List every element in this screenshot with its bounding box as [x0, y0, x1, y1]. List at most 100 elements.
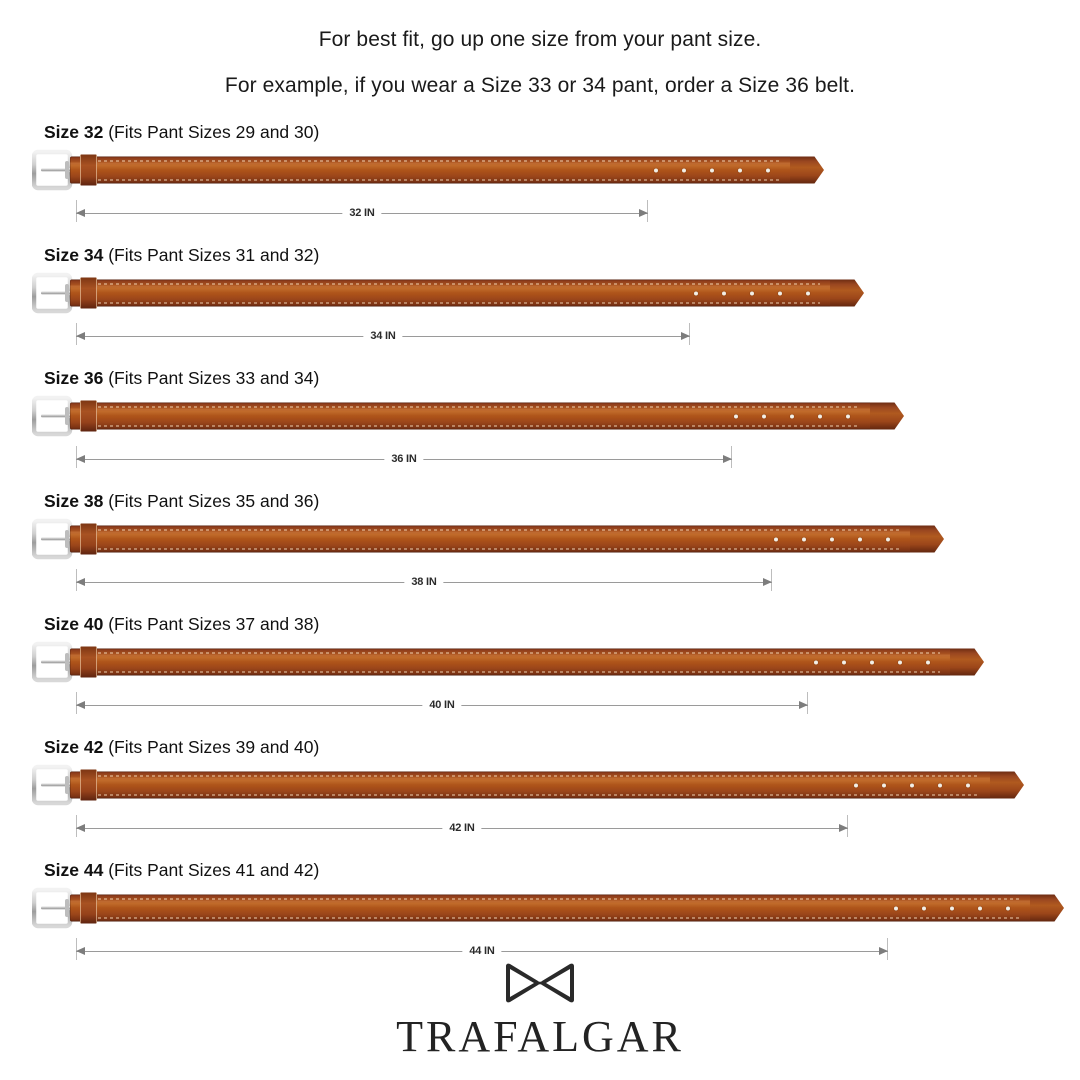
belt-tip-shape — [910, 525, 944, 553]
belt-strap — [70, 279, 834, 307]
belt-hole — [722, 291, 726, 295]
belt-tip — [910, 525, 944, 553]
dimension-arrowhead-left — [76, 824, 85, 832]
header-line-1: For best fit, go up one size from your p… — [318, 28, 762, 51]
belt-tip-shape — [950, 648, 984, 676]
belt-hole — [734, 414, 738, 418]
belt-size-name: Size 38 — [44, 491, 104, 511]
belt-illustration — [32, 148, 824, 192]
belt-hole — [858, 537, 862, 541]
belt-hole — [882, 783, 886, 787]
belt-size-label: Size 32 (Fits Pant Sizes 29 and 30) — [44, 122, 319, 143]
belt-holes — [734, 403, 850, 430]
belt-stitch-bottom — [80, 179, 780, 180]
dimension-arrowhead-left — [76, 455, 85, 463]
belt-fits-pant-sizes: (Fits Pant Sizes 29 and 30) — [108, 122, 320, 142]
dimension-arrowhead-left — [76, 578, 85, 586]
belt-tip-shape — [990, 771, 1024, 799]
belt-strap — [70, 525, 914, 553]
belt-hole — [894, 906, 898, 910]
dimension-arrowhead-right — [723, 455, 732, 463]
belt-keeper-loop — [80, 892, 97, 924]
belt-holes — [694, 280, 810, 307]
belt-illustration — [32, 517, 944, 561]
belt-hole — [806, 291, 810, 295]
belt-size-name: Size 42 — [44, 737, 104, 757]
belt-keeper-loop — [80, 154, 97, 186]
belt-hole — [886, 537, 890, 541]
belt-hole — [922, 906, 926, 910]
belt-fits-pant-sizes: (Fits Pant Sizes 35 and 36) — [108, 491, 320, 511]
dimension-length-label: 42 IN — [442, 822, 482, 834]
header: For best fit, go up one size from your p… — [0, 0, 1080, 98]
belt-hole — [750, 291, 754, 295]
belt-strap — [70, 648, 954, 676]
header-line-2: For example, if you wear a Size 33 or 34… — [224, 74, 856, 97]
belt-holes — [814, 649, 930, 676]
dimension-arrow: 44 IN — [76, 938, 888, 962]
belt-tip — [950, 648, 984, 676]
belt-tip-shape — [1030, 894, 1064, 922]
belt-tip — [830, 279, 864, 307]
belt-stitch-bottom — [80, 917, 1020, 918]
belt-hole — [682, 168, 686, 172]
bowtie-icon — [506, 963, 574, 1003]
belt-holes — [894, 895, 1010, 922]
belt-hole — [870, 660, 874, 664]
dimension-length-label: 38 IN — [404, 576, 444, 588]
belt-hole — [846, 414, 850, 418]
belt-stitch-top — [80, 529, 900, 530]
belt-size-label: Size 40 (Fits Pant Sizes 37 and 38) — [44, 614, 319, 635]
belt-hole — [830, 537, 834, 541]
belt-tip — [990, 771, 1024, 799]
belt-sheen — [70, 408, 874, 416]
belt-illustration — [32, 640, 984, 684]
belt-size-name: Size 36 — [44, 368, 104, 388]
belt-row: Size 44 (Fits Pant Sizes 41 and 42) 44 IN — [0, 860, 1080, 983]
belt-strap — [70, 402, 874, 430]
belt-holes — [854, 772, 970, 799]
belt-hole — [774, 537, 778, 541]
dimension-arrowhead-left — [76, 209, 85, 217]
dimension-length-label: 40 IN — [422, 699, 462, 711]
belt-hole — [814, 660, 818, 664]
dimension-arrow: 36 IN — [76, 446, 732, 470]
belt-size-name: Size 44 — [44, 860, 104, 880]
belt-stitch-top — [80, 283, 820, 284]
belt-stitch-top — [80, 652, 940, 653]
dimension-arrowhead-right — [879, 947, 888, 955]
dimension-arrowhead-right — [639, 209, 648, 217]
belt-tip-shape — [830, 279, 864, 307]
belt-hole — [766, 168, 770, 172]
belt-stitch-top — [80, 406, 860, 407]
dimension-arrow: 38 IN — [76, 569, 772, 593]
belt-stitch-top — [80, 160, 780, 161]
belt-hole — [926, 660, 930, 664]
belt-hole — [654, 168, 658, 172]
belt-fits-pant-sizes: (Fits Pant Sizes 31 and 32) — [108, 245, 320, 265]
belt-hole — [842, 660, 846, 664]
belt-tip-shape — [790, 156, 824, 184]
belt-row: Size 42 (Fits Pant Sizes 39 and 40) 42 IN — [0, 737, 1080, 860]
belt-hole — [790, 414, 794, 418]
belt-hole — [898, 660, 902, 664]
belt-stitch-bottom — [80, 671, 940, 672]
belt-tip-shape — [870, 402, 904, 430]
dimension-length-label: 32 IN — [342, 207, 382, 219]
belt-sheen — [70, 285, 834, 293]
dimension-arrowhead-right — [799, 701, 808, 709]
belt-keeper-loop — [80, 523, 97, 555]
belt-size-label: Size 36 (Fits Pant Sizes 33 and 34) — [44, 368, 319, 389]
belt-holes — [654, 157, 770, 184]
belt-sheen — [70, 900, 1034, 908]
belt-holes — [774, 526, 890, 553]
belt-illustration — [32, 763, 1024, 807]
belt-size-label: Size 42 (Fits Pant Sizes 39 and 40) — [44, 737, 319, 758]
belt-hole — [910, 783, 914, 787]
belt-fits-pant-sizes: (Fits Pant Sizes 41 and 42) — [108, 860, 320, 880]
belt-size-name: Size 40 — [44, 614, 104, 634]
dimension-arrowhead-left — [76, 947, 85, 955]
belt-hole — [694, 291, 698, 295]
belt-row: Size 32 (Fits Pant Sizes 29 and 30) 32 IN — [0, 122, 1080, 245]
belt-hole — [818, 414, 822, 418]
